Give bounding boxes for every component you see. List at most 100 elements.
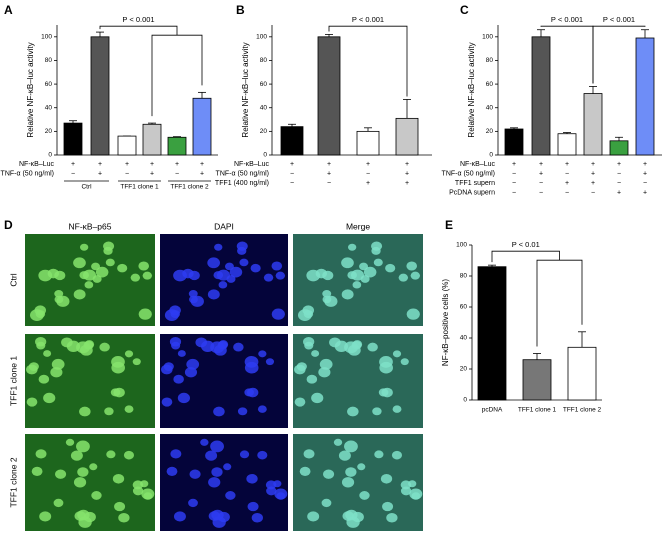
condition-label: TFF1 (400 ng/ml) — [215, 180, 269, 187]
cell — [408, 480, 417, 488]
y-tick-label: 60 — [460, 304, 468, 311]
y-tick-label: 0 — [463, 397, 467, 404]
cell — [99, 342, 110, 352]
cell — [239, 258, 249, 267]
cell — [386, 512, 398, 523]
cell — [79, 406, 91, 417]
cell — [323, 469, 335, 479]
cell — [173, 511, 186, 522]
cell — [114, 501, 126, 512]
panel-letter: B — [236, 3, 245, 17]
bar — [317, 36, 341, 156]
significance-label: P < 0.001 — [122, 15, 154, 24]
condition-sign: + — [150, 170, 154, 177]
y-tick-label: 20 — [260, 128, 268, 135]
cell — [189, 469, 201, 479]
cell — [303, 310, 314, 319]
cell — [43, 350, 52, 357]
condition-sign: + — [405, 180, 409, 187]
bar — [63, 122, 83, 156]
cell — [213, 406, 225, 417]
cell — [132, 358, 141, 366]
cell — [140, 480, 149, 488]
significance-bracket — [491, 250, 583, 347]
cell — [294, 364, 306, 375]
condition-sign: − — [565, 189, 569, 196]
condition-sign: − — [591, 189, 595, 196]
bar — [90, 36, 110, 156]
cell — [247, 501, 259, 512]
cell — [188, 498, 198, 508]
condition-sign: + — [643, 189, 647, 196]
cell — [372, 407, 382, 416]
cell — [357, 463, 366, 471]
condition-sign: − — [125, 170, 129, 177]
bar — [557, 133, 577, 156]
significance-label: P < 0.001 — [551, 15, 583, 24]
condition-sign: − — [539, 189, 543, 196]
cell — [266, 486, 277, 496]
cell — [229, 266, 243, 278]
y-tick-label: 60 — [486, 81, 494, 88]
cell — [379, 361, 393, 374]
y-tick-label: 0 — [489, 152, 493, 159]
cell — [76, 440, 90, 453]
significance-label: P < 0.001 — [603, 15, 635, 24]
cell — [406, 261, 418, 271]
condition-sign: + — [98, 170, 102, 177]
cell — [371, 246, 381, 255]
cell — [123, 450, 134, 460]
row-label: TFF1 clone 2 — [8, 457, 18, 507]
condition-sign: + — [591, 161, 595, 168]
cell — [244, 361, 259, 374]
cell — [38, 374, 50, 384]
cell — [315, 268, 327, 279]
cell — [271, 308, 285, 320]
cell — [225, 491, 236, 500]
condition-sign: + — [327, 170, 331, 177]
condition-sign: + — [175, 161, 179, 168]
condition-sign: − — [539, 180, 543, 187]
bar — [395, 117, 419, 156]
cell — [31, 466, 43, 476]
bar — [142, 123, 162, 156]
cell — [352, 281, 362, 289]
condition-sign: − — [617, 170, 621, 177]
y-tick-label: 100 — [41, 34, 52, 41]
cell — [110, 388, 121, 397]
bar — [635, 37, 655, 156]
cell — [324, 295, 338, 307]
condition-label: NF-κB–Luc — [460, 161, 496, 168]
x-tick-label: pcDNA — [482, 407, 503, 414]
cell — [35, 449, 47, 459]
cell — [77, 467, 89, 477]
cell — [56, 295, 70, 307]
y-axis-label: Relative NF-κB–luc activity — [26, 42, 35, 137]
cell — [303, 449, 315, 459]
cell — [265, 358, 275, 366]
cell — [200, 438, 209, 446]
cell — [214, 243, 223, 251]
cell — [351, 340, 362, 350]
cell — [74, 511, 86, 521]
condition-sign: + — [565, 161, 569, 168]
condition-sign: − — [366, 170, 370, 177]
cell — [299, 466, 311, 476]
condition-sign: − — [327, 180, 331, 187]
condition-sign: + — [643, 170, 647, 177]
column-header: NF-κB–p65 — [69, 221, 112, 231]
row-label: Ctrl — [8, 273, 18, 286]
cell — [170, 310, 180, 319]
y-tick-label: 100 — [456, 242, 467, 249]
cell — [237, 407, 248, 416]
x-tick-label: TFF1 clone 2 — [563, 407, 602, 414]
cell — [410, 271, 421, 280]
condition-sign: + — [125, 161, 129, 168]
cell — [276, 492, 286, 500]
cell — [345, 467, 357, 477]
condition-sign: − — [290, 170, 294, 177]
cell — [84, 281, 94, 289]
cell — [307, 511, 320, 522]
condition-label: TNF-α (50 ng/ml) — [216, 170, 269, 177]
